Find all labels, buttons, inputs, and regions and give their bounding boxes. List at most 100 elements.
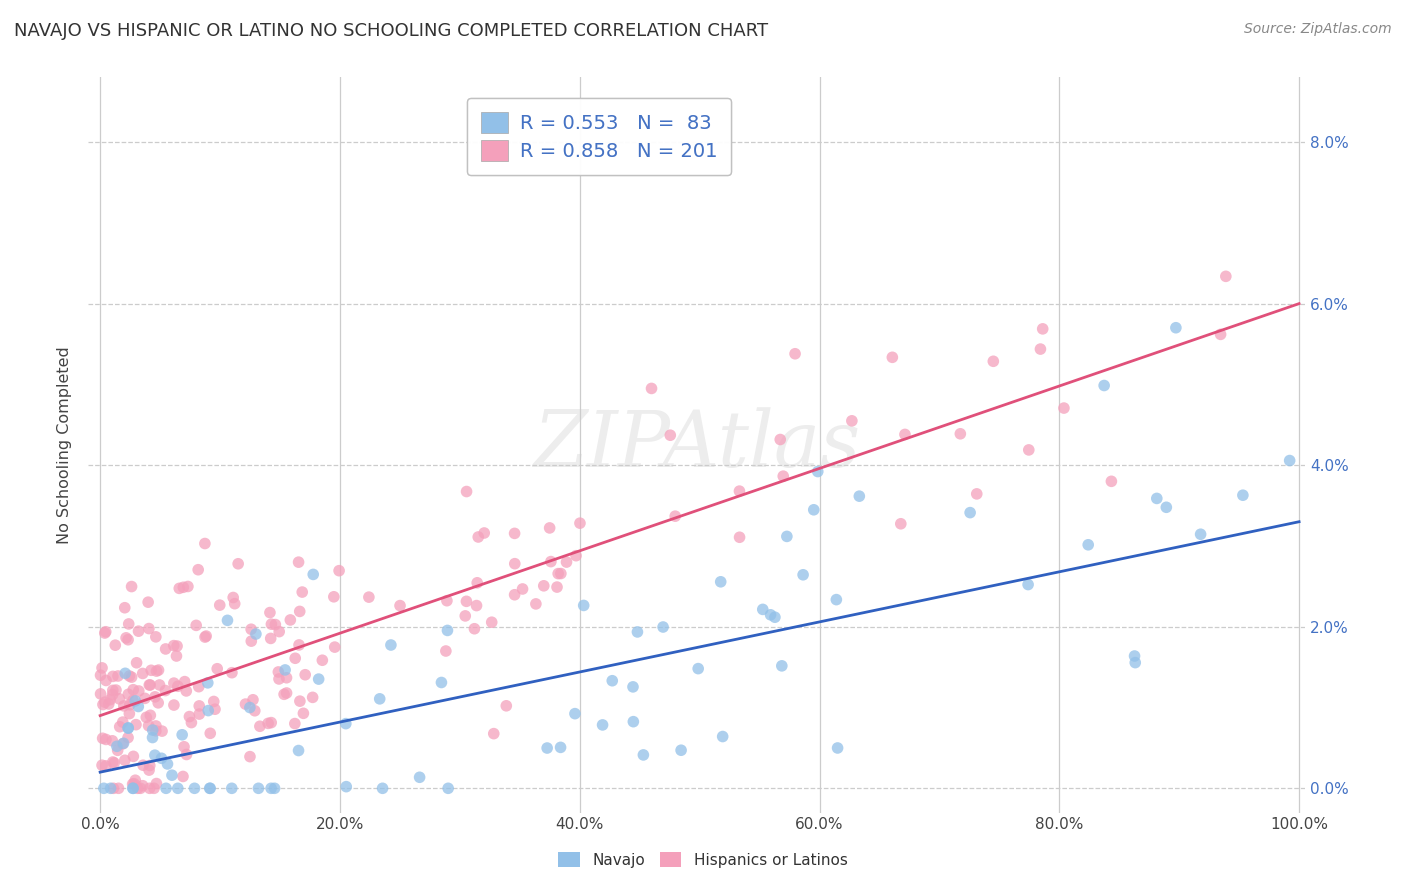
- Point: [249, 719, 271, 733]
- Point: [288, 694, 311, 708]
- Point: [101, 688, 124, 702]
- Point: [108, 720, 131, 734]
- Point: [195, 629, 218, 643]
- Point: [1232, 488, 1254, 502]
- Point: [94, 626, 117, 640]
- Point: [136, 595, 159, 609]
- Point: [94, 732, 117, 747]
- Point: [143, 748, 166, 763]
- Point: [94, 624, 117, 639]
- Point: [179, 709, 201, 723]
- Point: [160, 768, 183, 782]
- Point: [503, 557, 526, 571]
- Point: [434, 644, 457, 658]
- Point: [187, 680, 209, 694]
- Point: [145, 723, 167, 738]
- Point: [776, 529, 799, 543]
- Point: [124, 694, 146, 708]
- Point: [135, 710, 157, 724]
- Point: [966, 487, 988, 501]
- Point: [155, 642, 177, 657]
- Point: [118, 669, 141, 683]
- Point: [288, 604, 311, 618]
- Point: [239, 700, 262, 714]
- Point: [894, 427, 917, 442]
- Point: [368, 691, 391, 706]
- Point: [166, 648, 188, 663]
- Legend: Navajo, Hispanics or Latinos: Navajo, Hispanics or Latinos: [551, 844, 855, 875]
- Point: [121, 580, 143, 594]
- Point: [564, 706, 586, 721]
- Point: [260, 715, 283, 730]
- Point: [222, 591, 245, 605]
- Point: [107, 743, 129, 757]
- Point: [118, 706, 141, 721]
- Point: [260, 632, 283, 646]
- Point: [139, 708, 162, 723]
- Point: [121, 777, 143, 791]
- Point: [145, 719, 167, 733]
- Point: [263, 781, 285, 796]
- Point: [276, 671, 298, 685]
- Point: [198, 781, 221, 796]
- Point: [260, 617, 283, 632]
- Point: [112, 736, 135, 750]
- Point: [1017, 577, 1039, 591]
- Point: [204, 702, 226, 716]
- Point: [111, 737, 134, 751]
- Point: [284, 651, 307, 665]
- Point: [456, 594, 478, 608]
- Point: [150, 724, 173, 739]
- Point: [224, 597, 246, 611]
- Point: [121, 670, 143, 684]
- Point: [827, 741, 849, 756]
- Point: [538, 521, 561, 535]
- Point: [437, 781, 460, 796]
- Point: [197, 704, 219, 718]
- Point: [456, 484, 478, 499]
- Point: [260, 781, 283, 796]
- Point: [139, 678, 162, 692]
- Point: [568, 516, 591, 530]
- Point: [174, 684, 197, 698]
- Point: [1123, 656, 1146, 670]
- Point: [183, 781, 205, 796]
- Point: [1018, 442, 1040, 457]
- Point: [145, 664, 167, 678]
- Point: [259, 606, 281, 620]
- Point: [711, 730, 734, 744]
- Point: [294, 667, 316, 681]
- Point: [112, 698, 135, 713]
- Point: [180, 715, 202, 730]
- Point: [107, 669, 129, 683]
- Point: [436, 624, 458, 638]
- Point: [322, 590, 344, 604]
- Point: [243, 704, 266, 718]
- Point: [540, 555, 562, 569]
- Point: [173, 674, 195, 689]
- Point: [503, 588, 526, 602]
- Point: [380, 638, 402, 652]
- Point: [166, 679, 188, 693]
- Point: [621, 714, 644, 729]
- Point: [122, 777, 145, 791]
- Point: [555, 555, 578, 569]
- Point: [142, 723, 165, 737]
- Point: [664, 509, 686, 524]
- Point: [187, 563, 209, 577]
- Point: [759, 607, 782, 622]
- Point: [467, 530, 489, 544]
- Point: [91, 731, 114, 746]
- Point: [454, 608, 477, 623]
- Point: [141, 731, 163, 745]
- Point: [273, 687, 295, 701]
- Point: [125, 717, 148, 731]
- Point: [284, 716, 307, 731]
- Point: [101, 734, 124, 748]
- Point: [221, 781, 243, 796]
- Point: [533, 579, 555, 593]
- Point: [763, 610, 786, 624]
- Point: [465, 575, 488, 590]
- Point: [688, 662, 710, 676]
- Point: [173, 739, 195, 754]
